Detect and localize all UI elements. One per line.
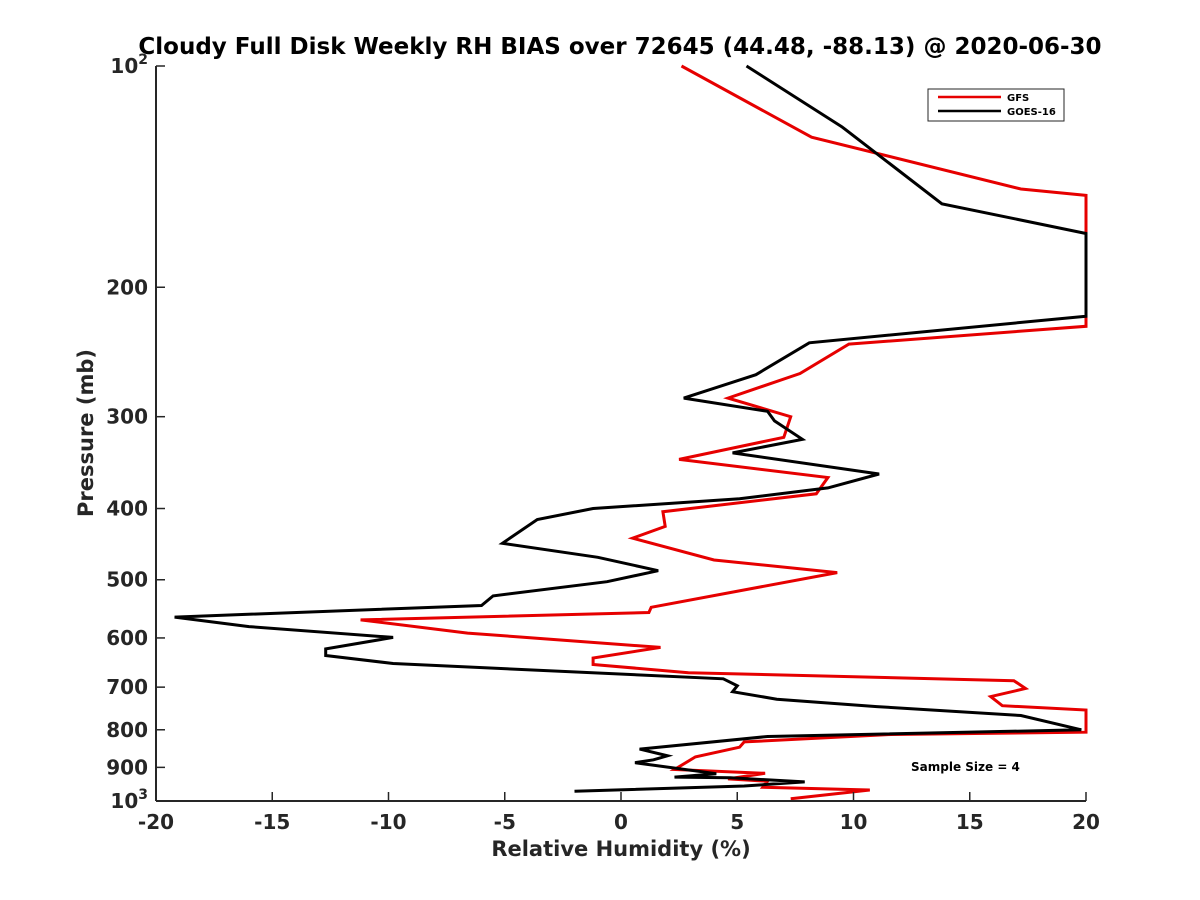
series-layer — [174, 64, 1088, 801]
x-tick-label: 15 — [956, 810, 984, 834]
series-line-goes-16 — [174, 64, 1088, 793]
y-tick-label: 400 — [106, 497, 148, 521]
x-tick-label: -5 — [494, 810, 516, 834]
y-tick-label: 600 — [106, 626, 148, 650]
sample-size-annotation: Sample Size = 4 — [911, 760, 1020, 774]
y-axis-label: Pressure (mb) — [74, 349, 98, 517]
y-tick-label: 500 — [106, 568, 148, 592]
y-tick-label: 200 — [106, 275, 148, 299]
y-tick-label: 103 — [110, 787, 148, 813]
legend: GFS GOES-16 — [927, 88, 1065, 122]
y-tick-label: 800 — [106, 718, 148, 742]
y-tick-label: 700 — [106, 675, 148, 699]
y-tick-label: 300 — [106, 405, 148, 429]
x-tick-label: 20 — [1072, 810, 1100, 834]
y-tick-label: 102 — [110, 52, 148, 78]
chart-title: Cloudy Full Disk Weekly RH BIAS over 726… — [138, 34, 1101, 60]
series-line-gfs — [360, 64, 1088, 801]
ticks: -20 -15 -10 -5 0 5 10 15 20 102 200 300 400 500 600 700… — [106, 52, 1100, 834]
x-tick-label: -15 — [254, 810, 290, 834]
legend-label-gfs: GFS — [1007, 93, 1029, 104]
legend-box — [927, 88, 1065, 122]
x-tick-label: 0 — [614, 810, 628, 834]
x-tick-label: 10 — [840, 810, 868, 834]
x-tick-label: 5 — [730, 810, 744, 834]
x-tick-label: -10 — [370, 810, 406, 834]
x-tick-label: -20 — [138, 810, 174, 834]
legend-label-goes16: GOES-16 — [1007, 107, 1056, 118]
y-tick-label: 900 — [106, 755, 148, 779]
x-axis-label: Relative Humidity (%) — [491, 837, 750, 861]
